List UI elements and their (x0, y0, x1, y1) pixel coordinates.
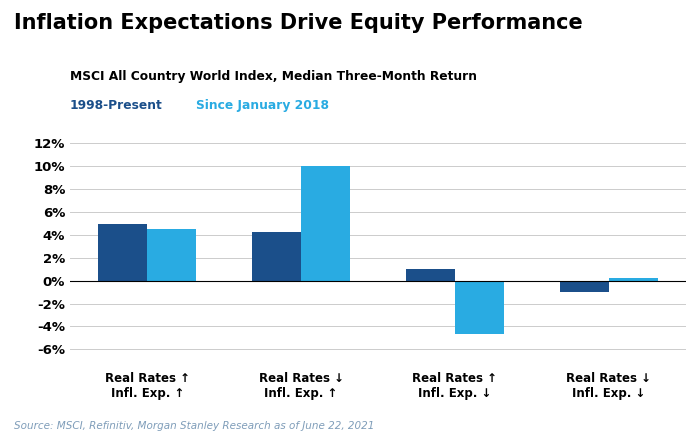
Text: 1998-Present: 1998-Present (70, 99, 162, 112)
Text: Since January 2018: Since January 2018 (196, 99, 329, 112)
Bar (98, 224, 147, 281)
Text: Inflation Expectations Drive Equity Performance: Inflation Expectations Drive Equity Perf… (14, 13, 582, 33)
Bar (252, 231, 301, 281)
Bar (559, 281, 609, 292)
Text: MSCI All Country World Index, Median Three-Month Return: MSCI All Country World Index, Median Thr… (70, 70, 477, 84)
Bar (455, 281, 504, 334)
Bar (147, 229, 197, 281)
Text: Source: MSCI, Refinitiv, Morgan Stanley Research as of June 22, 2021: Source: MSCI, Refinitiv, Morgan Stanley … (14, 421, 374, 431)
Bar (609, 279, 658, 281)
Bar (301, 166, 350, 281)
Bar (406, 269, 455, 281)
